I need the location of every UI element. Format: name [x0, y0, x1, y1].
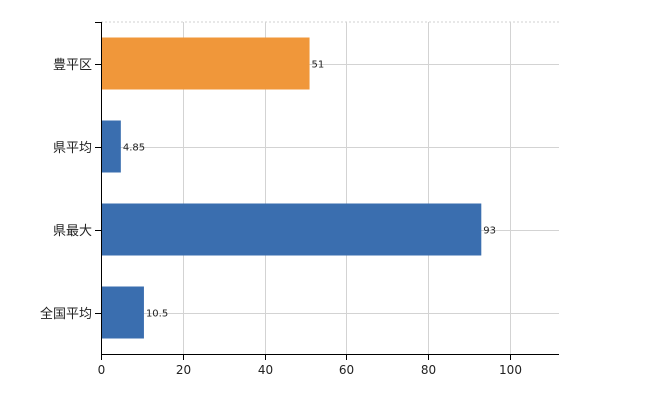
category-label: 県平均 — [53, 141, 92, 156]
bar — [101, 37, 310, 90]
x-tick-label: 80 — [421, 363, 436, 377]
data-label: 51 — [312, 60, 325, 71]
bar — [101, 203, 482, 256]
category-label: 豊平区 — [53, 58, 92, 73]
data-label: 10.5 — [146, 309, 168, 320]
x-tick-label: 40 — [258, 363, 273, 377]
x-tick-label: 60 — [339, 363, 354, 377]
x-tick-label: 100 — [499, 363, 522, 377]
bar — [101, 120, 121, 173]
bar — [101, 286, 144, 339]
data-label: 4.85 — [123, 143, 145, 154]
category-label: 全国平均 — [40, 306, 92, 322]
axes — [95, 22, 559, 360]
category-label: 県最大 — [53, 224, 92, 239]
data-label: 93 — [483, 226, 496, 237]
bars — [101, 37, 482, 339]
x-tick-label: 0 — [98, 363, 106, 377]
x-tick-label: 20 — [176, 363, 191, 377]
